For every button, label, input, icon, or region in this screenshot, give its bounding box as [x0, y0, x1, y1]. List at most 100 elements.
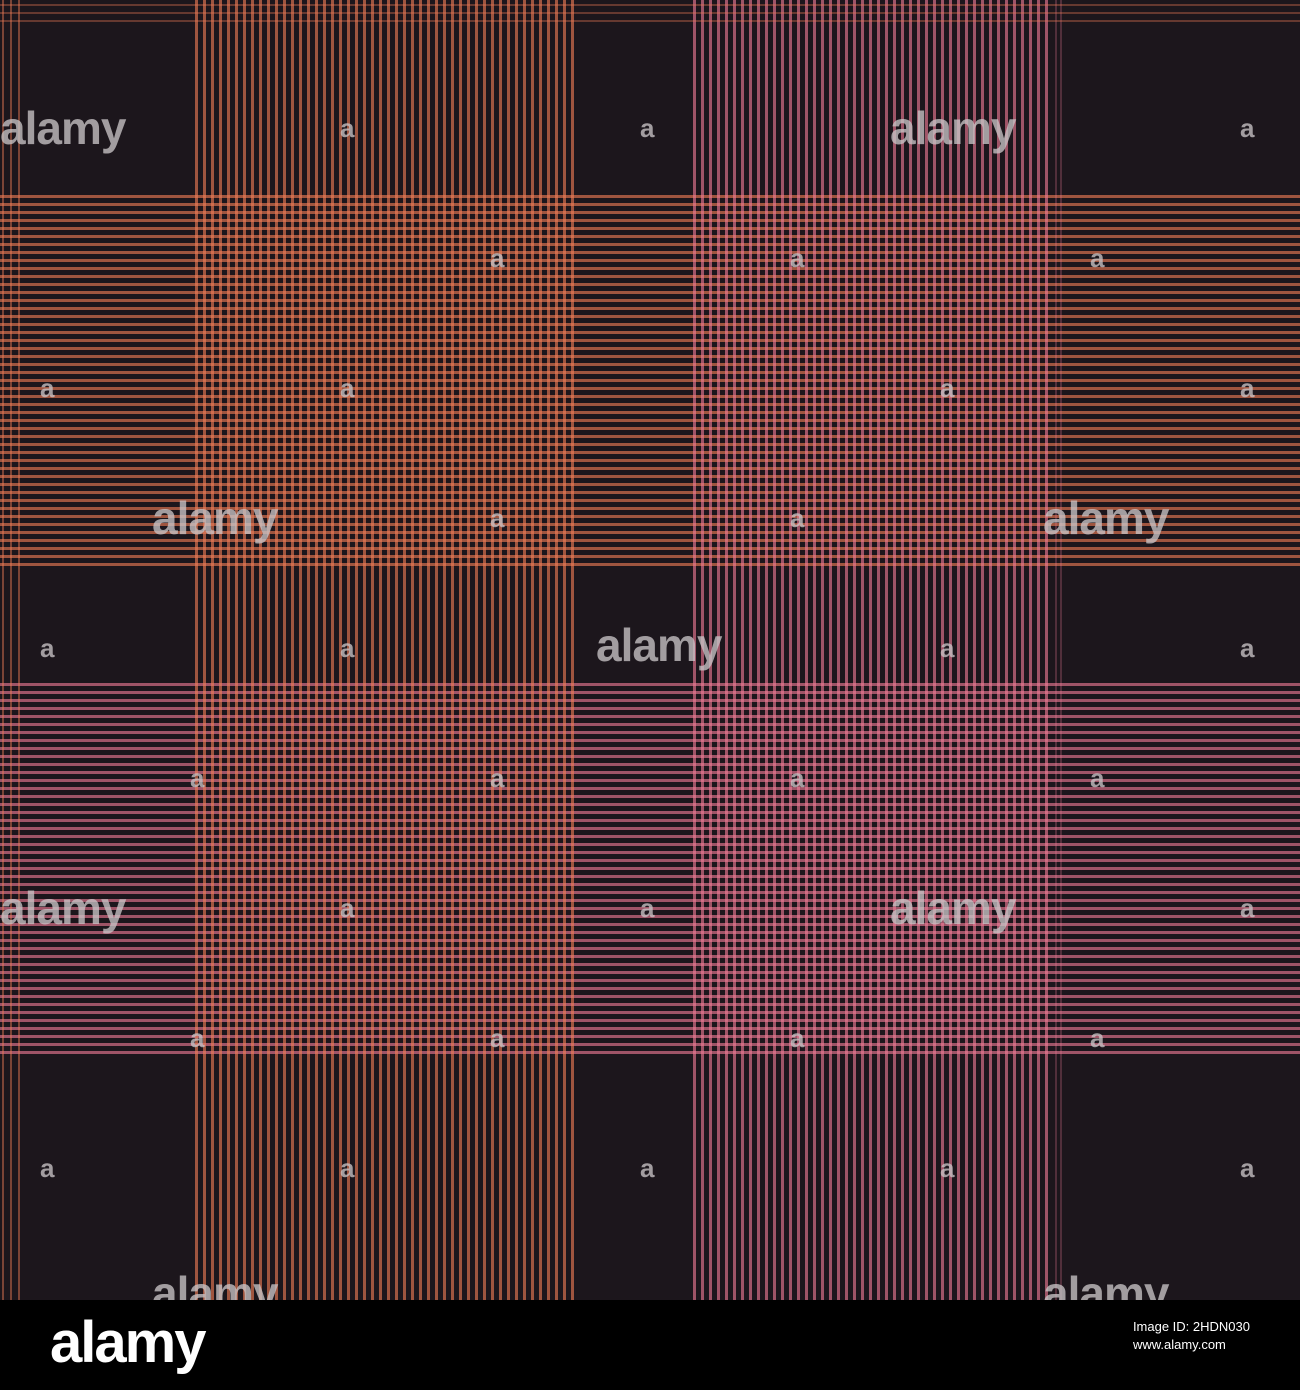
edge-vertical-stripe: [1055, 0, 1057, 1300]
horizontal-stripe: [0, 691, 1300, 694]
vertical-stripe: [701, 0, 704, 1300]
horizontal-stripe: [0, 787, 1300, 790]
vertical-stripe: [925, 0, 928, 1300]
horizontal-stripe: [0, 891, 1300, 894]
horizontal-stripe: [0, 755, 1300, 758]
vertical-stripe: [291, 0, 294, 1300]
vertical-stripe: [845, 0, 848, 1300]
vertical-stripe: [1029, 0, 1032, 1300]
vertical-stripe: [251, 0, 254, 1300]
vertical-stripe: [459, 0, 462, 1300]
vertical-stripe: [507, 0, 510, 1300]
vertical-stripe: [1005, 0, 1008, 1300]
vertical-stripe: [531, 0, 534, 1300]
plaid-pattern-image: [0, 0, 1300, 1300]
vertical-stripe: [749, 0, 752, 1300]
vertical-stripe: [989, 0, 992, 1300]
horizontal-stripe: [0, 803, 1300, 806]
vertical-stripe: [299, 0, 302, 1300]
vertical-stripe: [283, 0, 286, 1300]
horizontal-stripe: [0, 203, 1300, 206]
edge-vertical-stripe: [18, 0, 20, 1300]
vertical-stripe: [725, 0, 728, 1300]
plaid-background: [0, 0, 1300, 1300]
horizontal-stripe: [0, 1003, 1300, 1006]
horizontal-stripe: [0, 499, 1300, 502]
horizontal-stripe: [0, 995, 1300, 998]
vertical-stripe: [869, 0, 872, 1300]
vertical-stripe: [211, 0, 214, 1300]
vertical-stripe: [443, 0, 446, 1300]
horizontal-stripe: [0, 475, 1300, 478]
horizontal-stripe: [0, 339, 1300, 342]
horizontal-stripe: [0, 835, 1300, 838]
horizontal-stripe: [0, 1027, 1300, 1030]
edge-horizontal-stripe: [0, 12, 1300, 14]
vertical-stripe: [563, 0, 566, 1300]
horizontal-stripe: [0, 371, 1300, 374]
vertical-stripe: [371, 0, 374, 1300]
horizontal-stripe: [0, 443, 1300, 446]
horizontal-stripe: [0, 267, 1300, 270]
horizontal-stripe: [0, 195, 1300, 198]
horizontal-stripe: [0, 739, 1300, 742]
horizontal-stripe: [0, 291, 1300, 294]
horizontal-stripe: [0, 683, 1300, 686]
vertical-stripe: [427, 0, 430, 1300]
horizontal-stripe: [0, 531, 1300, 534]
image-id-label: Image ID: 2HDN030: [1132, 1319, 1250, 1334]
horizontal-stripe: [0, 827, 1300, 830]
horizontal-stripe: [0, 563, 1300, 566]
vertical-stripe: [981, 0, 984, 1300]
vertical-stripe: [853, 0, 856, 1300]
vertical-stripe: [539, 0, 542, 1300]
horizontal-stripe: [0, 539, 1300, 542]
horizontal-stripe: [0, 235, 1300, 238]
horizontal-stripe: [0, 843, 1300, 846]
horizontal-stripe: [0, 323, 1300, 326]
vertical-stripe: [491, 0, 494, 1300]
horizontal-stripe: [0, 715, 1300, 718]
horizontal-stripe: [0, 403, 1300, 406]
horizontal-stripe: [0, 923, 1300, 926]
horizontal-stripe: [0, 419, 1300, 422]
vertical-stripe: [267, 0, 270, 1300]
vertical-stripe: [693, 0, 696, 1300]
vertical-stripe: [861, 0, 864, 1300]
vertical-stripe: [773, 0, 776, 1300]
vertical-stripe: [379, 0, 382, 1300]
vertical-stripe: [957, 0, 960, 1300]
horizontal-stripe: [0, 939, 1300, 942]
horizontal-stripe: [0, 955, 1300, 958]
edge-horizontal-stripe: [0, 4, 1300, 6]
plaid-svg: [0, 0, 1300, 1300]
vertical-stripe: [805, 0, 808, 1300]
horizontal-stripe: [0, 987, 1300, 990]
horizontal-stripe: [0, 851, 1300, 854]
vertical-stripe: [1045, 0, 1048, 1300]
vertical-stripe: [837, 0, 840, 1300]
vertical-stripe: [331, 0, 334, 1300]
horizontal-stripe: [0, 315, 1300, 318]
horizontal-stripe: [0, 435, 1300, 438]
horizontal-stripe: [0, 707, 1300, 710]
horizontal-stripe: [0, 507, 1300, 510]
vertical-stripe: [307, 0, 310, 1300]
vertical-stripe: [765, 0, 768, 1300]
horizontal-stripe: [0, 547, 1300, 550]
footer-logo: alamy: [50, 1310, 206, 1375]
horizontal-stripe: [0, 251, 1300, 254]
horizontal-stripe: [0, 963, 1300, 966]
vertical-stripe: [523, 0, 526, 1300]
horizontal-stripe: [0, 883, 1300, 886]
horizontal-stripe: [0, 979, 1300, 982]
horizontal-stripe: [0, 931, 1300, 934]
vertical-stripe: [973, 0, 976, 1300]
vertical-stripe: [789, 0, 792, 1300]
vertical-stripe: [571, 0, 574, 1300]
vertical-stripe: [483, 0, 486, 1300]
vertical-stripe: [355, 0, 358, 1300]
horizontal-stripe: [0, 227, 1300, 230]
horizontal-stripe: [0, 219, 1300, 222]
horizontal-stripe: [0, 1035, 1300, 1038]
